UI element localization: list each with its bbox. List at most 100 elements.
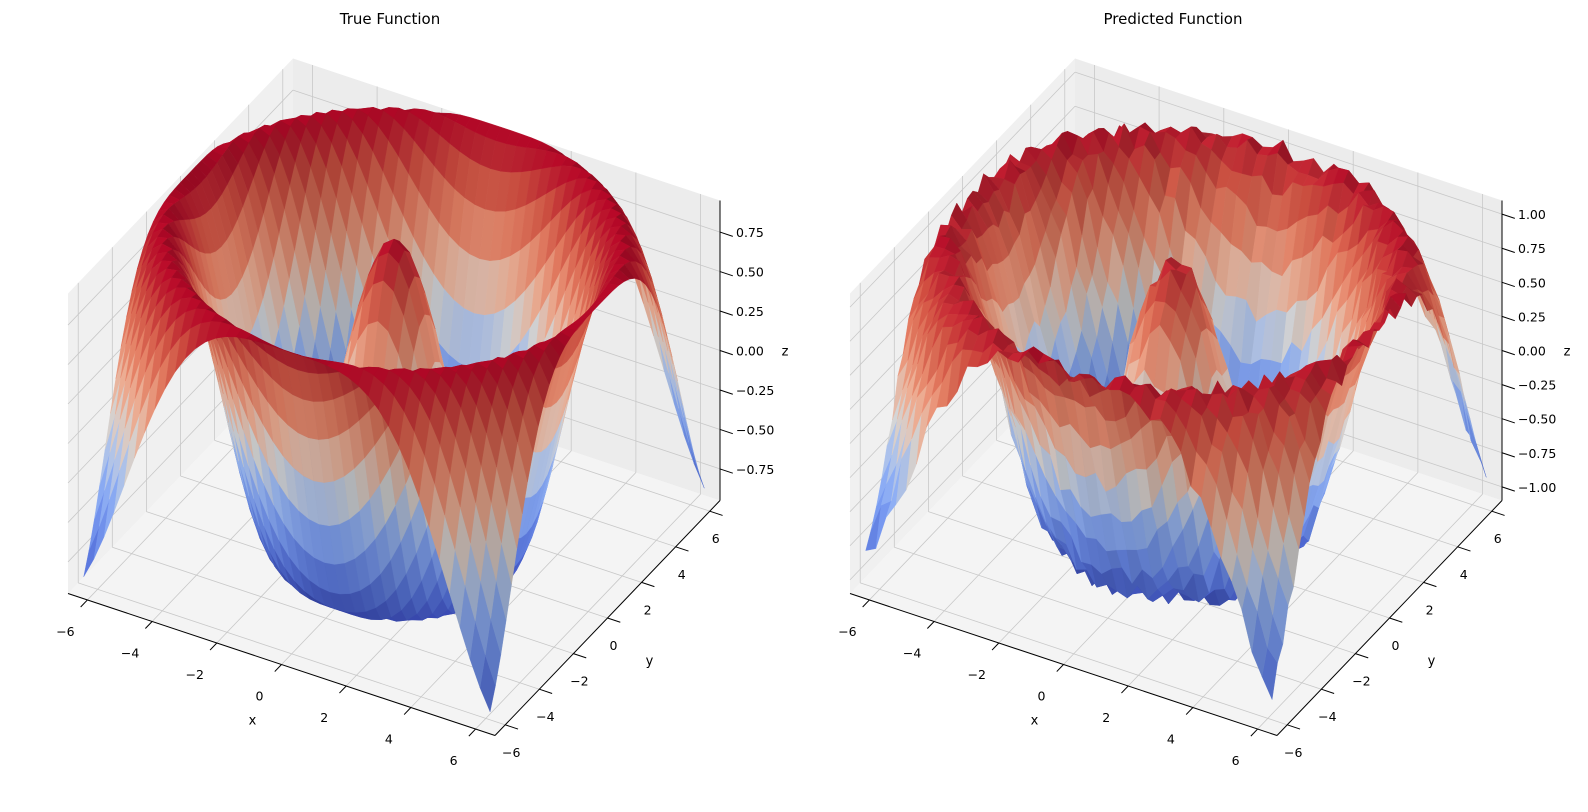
y-tick-mark bbox=[573, 653, 587, 659]
x-tick-mark bbox=[274, 664, 282, 672]
y-tick-label: 0 bbox=[610, 638, 618, 653]
y-tick-mark bbox=[539, 688, 553, 694]
surface-facet bbox=[1185, 126, 1202, 156]
y-tick-label: −6 bbox=[1284, 745, 1302, 760]
surface-facet bbox=[305, 115, 322, 144]
surface-facet bbox=[321, 113, 338, 143]
z-tick-label: 0.75 bbox=[736, 225, 764, 240]
y-tick-label: −4 bbox=[536, 709, 554, 724]
surface-facet bbox=[424, 368, 441, 394]
surface-facet bbox=[1277, 139, 1294, 165]
surface-facet bbox=[1232, 386, 1249, 418]
x-tick-label: 0 bbox=[256, 689, 264, 704]
y-tick-label: 2 bbox=[644, 602, 652, 617]
x-tick-label: 0 bbox=[1038, 689, 1046, 704]
y-tick-label: 6 bbox=[712, 531, 720, 546]
x-tick-label: 4 bbox=[385, 732, 393, 747]
x-tick-label: 2 bbox=[1102, 710, 1110, 725]
x-tick-mark bbox=[339, 685, 347, 694]
z-tick-mark bbox=[719, 428, 733, 435]
surface bbox=[83, 107, 705, 713]
x-tick-label: −6 bbox=[56, 624, 74, 639]
z-tick-mark bbox=[1501, 247, 1515, 253]
surface-facet bbox=[1118, 122, 1135, 159]
z-tick-label: −0.25 bbox=[736, 383, 774, 398]
z-tick-mark bbox=[1501, 350, 1515, 356]
surface-facet bbox=[1087, 131, 1104, 156]
z-tick-mark bbox=[1501, 486, 1515, 492]
x-tick-label: −2 bbox=[186, 667, 204, 682]
z-tick-mark bbox=[1501, 384, 1515, 390]
surface-facet bbox=[1048, 359, 1065, 370]
y-tick-mark bbox=[1389, 617, 1403, 623]
y-tick-mark bbox=[607, 617, 621, 623]
surface-facet bbox=[1299, 379, 1316, 404]
z-tick-label: 0.50 bbox=[1518, 275, 1546, 290]
gridline-y bbox=[112, 546, 540, 690]
y-tick-mark bbox=[641, 581, 655, 588]
x-tick-mark bbox=[1185, 707, 1194, 715]
x-tick-mark bbox=[468, 728, 476, 737]
x-tick-mark bbox=[1056, 664, 1064, 672]
y-tick-mark bbox=[1287, 724, 1301, 730]
plot-title: Predicted Function bbox=[1104, 10, 1243, 28]
y-tick-mark bbox=[1457, 546, 1471, 552]
z-tick-label: −0.75 bbox=[736, 462, 774, 477]
z-tick-label: 1.00 bbox=[1518, 207, 1546, 222]
surface-facet bbox=[1191, 388, 1208, 416]
x-tick-label: 6 bbox=[450, 753, 458, 768]
y-tick-mark bbox=[1423, 581, 1437, 588]
z-tick-mark bbox=[719, 231, 733, 237]
z-axis-label: z bbox=[782, 345, 789, 360]
surface-facet bbox=[440, 366, 457, 389]
z-tick-mark bbox=[719, 310, 733, 316]
surface-facet bbox=[1206, 393, 1223, 419]
x-axis-label: x bbox=[1031, 714, 1039, 729]
axis-lines bbox=[67, 200, 733, 737]
x-tick-mark bbox=[862, 599, 870, 608]
z-tick-label: 0.25 bbox=[1518, 309, 1546, 324]
surface-facet bbox=[1160, 400, 1177, 434]
z-tick-label: 0.25 bbox=[736, 304, 764, 319]
true-function-plot: True Function −6 −4 −2 0 2 4 6 −6 −4 −2 0 2 4 6 −0.75 −… bbox=[56, 10, 788, 768]
x-axis-label: x bbox=[249, 714, 257, 729]
plot-title: True Function bbox=[339, 10, 440, 28]
y-tick-label: 4 bbox=[678, 567, 686, 582]
gridline-y bbox=[894, 546, 1322, 690]
y-tick-label: −6 bbox=[502, 745, 520, 760]
z-tick-mark bbox=[1501, 281, 1515, 288]
surface-facet bbox=[383, 370, 400, 397]
y-tick-mark bbox=[675, 546, 689, 552]
z-tick-mark bbox=[1501, 418, 1515, 424]
y-axis-label: y bbox=[1428, 654, 1436, 669]
y-tick-label: −2 bbox=[1352, 674, 1370, 689]
z-tick-label: −0.50 bbox=[736, 422, 774, 437]
y-tick-mark bbox=[1491, 510, 1505, 516]
y-tick-mark bbox=[505, 724, 519, 730]
x-tick-label: 2 bbox=[320, 710, 328, 725]
x-tick-label: −4 bbox=[903, 645, 921, 660]
y-tick-label: 2 bbox=[1426, 602, 1434, 617]
x-tick-mark bbox=[144, 621, 153, 629]
z-tick-label: 0.00 bbox=[1518, 344, 1546, 359]
surface-facet bbox=[388, 238, 405, 264]
x-tick-label: 4 bbox=[1167, 732, 1175, 747]
axis-lines bbox=[849, 200, 1515, 737]
x-tick-label: 6 bbox=[1232, 753, 1240, 768]
z-tick-label: −0.50 bbox=[1518, 412, 1556, 427]
surface bbox=[865, 122, 1487, 701]
gridline-z bbox=[1074, 71, 1503, 215]
y-tick-label: 0 bbox=[1392, 638, 1400, 653]
z-axis-label: z bbox=[1564, 345, 1571, 360]
y-tick-mark bbox=[1321, 688, 1335, 694]
y-tick-label: −2 bbox=[570, 674, 588, 689]
x-tick-label: −2 bbox=[968, 667, 986, 682]
surface-facet bbox=[336, 111, 353, 140]
gridline-y bbox=[78, 582, 506, 726]
x-tick-mark bbox=[1121, 685, 1129, 694]
surface-facet bbox=[1144, 131, 1161, 160]
gridline-y bbox=[860, 582, 1288, 726]
z-tick-label: −1.00 bbox=[1518, 480, 1556, 495]
gridline-z bbox=[849, 71, 1076, 308]
